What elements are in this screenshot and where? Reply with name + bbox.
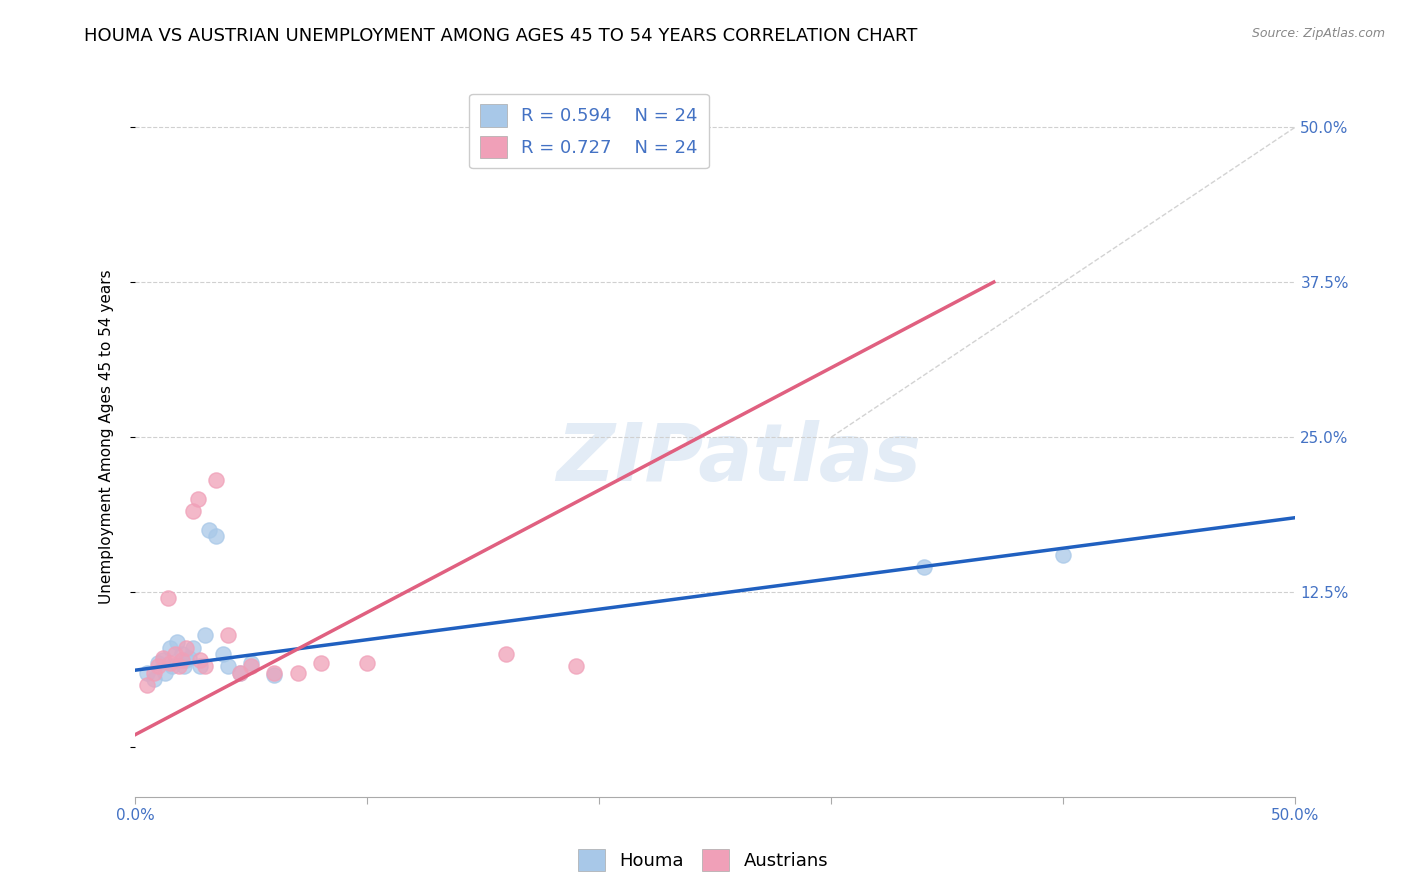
Point (565, 659, 588, 673)
Point (240, 656, 263, 670)
Point (155, 665, 177, 680)
Point (169, 659, 191, 673)
Point (135, 665, 157, 680)
Y-axis label: Unemployment Among Ages 45 to 54 years: Unemployment Among Ages 45 to 54 years (100, 269, 114, 605)
Point (287, 665, 309, 680)
Point (194, 628, 217, 642)
Point (162, 659, 184, 673)
Point (174, 640, 197, 655)
Point (217, 628, 239, 642)
Point (205, 474, 228, 488)
Text: HOUMA VS AUSTRIAN UNEMPLOYMENT AMONG AGES 45 TO 54 YEARS CORRELATION CHART: HOUMA VS AUSTRIAN UNEMPLOYMENT AMONG AGE… (84, 27, 918, 45)
Point (263, 668, 285, 682)
Point (205, 529, 228, 543)
Point (217, 659, 239, 673)
Point (174, 653, 197, 667)
Point (263, 665, 285, 680)
Text: Source: ZipAtlas.com: Source: ZipAtlas.com (1251, 27, 1385, 40)
Point (170, 653, 193, 667)
Point (177, 650, 200, 665)
Point (181, 504, 204, 518)
Point (159, 640, 181, 655)
Point (228, 665, 250, 680)
Point (240, 659, 263, 673)
Point (194, 659, 217, 673)
Point (156, 591, 179, 606)
Point (1052, 548, 1074, 562)
Point (356, 656, 378, 670)
Point (495, 647, 517, 661)
Point (163, 647, 186, 661)
Point (228, 665, 250, 680)
Point (309, 656, 332, 670)
Point (159, 656, 181, 670)
Point (135, 678, 157, 692)
Point (181, 640, 204, 655)
Point (212, 647, 235, 661)
Point (142, 665, 165, 680)
Point (152, 650, 174, 665)
Point (170, 647, 193, 661)
Legend: R = 0.594    N = 24, R = 0.727    N = 24: R = 0.594 N = 24, R = 0.727 N = 24 (470, 94, 709, 169)
Point (148, 659, 170, 673)
Point (173, 659, 195, 673)
Point (188, 653, 211, 667)
Point (152, 653, 174, 667)
Point (166, 634, 188, 648)
Point (188, 659, 211, 673)
Point (187, 491, 209, 506)
Point (198, 523, 221, 537)
Text: ZIPatlas: ZIPatlas (555, 419, 921, 498)
Point (912, 560, 935, 574)
Legend: Houma, Austrians: Houma, Austrians (571, 842, 835, 879)
Point (142, 672, 165, 686)
Point (148, 656, 170, 670)
